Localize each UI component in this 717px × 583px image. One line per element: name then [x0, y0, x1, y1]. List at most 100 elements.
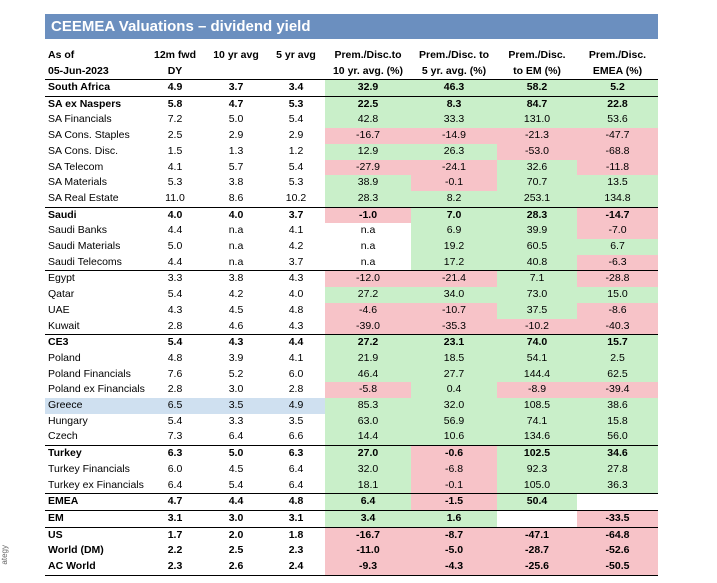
- header-cell: 10 yr avg: [213, 49, 259, 61]
- value-cell: 39.9: [497, 223, 577, 240]
- value-cell: 7.1: [497, 270, 577, 288]
- value-cell: 27.7: [411, 366, 497, 383]
- header-cell: to EM (%): [497, 63, 577, 80]
- value-cell: 18.1: [325, 477, 411, 494]
- value-cell: 3.0: [228, 383, 244, 396]
- row-label: UAE: [48, 303, 70, 316]
- value-cell: -14.7: [577, 206, 658, 224]
- header-row-2: 05-Jun-2023 DY 10 yr. avg. (%) 5 yr. avg…: [45, 63, 658, 80]
- value-cell: 3.3: [145, 270, 205, 288]
- value-cell: -33.5: [577, 509, 658, 528]
- value-cell: 10.2: [285, 191, 307, 204]
- value-cell: 5.0: [228, 113, 244, 126]
- value-cell: 13.5: [577, 175, 658, 191]
- row-label: Greece: [45, 398, 145, 414]
- row-label: AC World: [45, 559, 145, 576]
- value-cell: 62.5: [577, 366, 658, 383]
- value-cell: 32.6: [497, 159, 577, 176]
- table-row: Turkey 6.3 5.0 6.3 27.0 -0.6 102.5 34.6: [45, 445, 658, 462]
- value-cell: 6.4: [288, 478, 304, 491]
- table-row: EMEA 4.7 4.4 4.8 6.4 -1.5 50.4: [45, 493, 658, 511]
- value-cell: 60.5: [497, 239, 577, 255]
- row-label: World (DM): [48, 544, 104, 557]
- value-cell: 4.9: [145, 79, 205, 97]
- value-cell: 134.6: [497, 429, 577, 446]
- value-cell: 6.3: [267, 445, 325, 462]
- row-label: Egypt: [45, 270, 145, 288]
- header-cell: DY: [145, 63, 205, 80]
- value-cell: -12.0: [325, 270, 411, 288]
- header-cell: 5 yr avg: [276, 49, 316, 61]
- value-cell: -5.8: [325, 382, 411, 399]
- table-row: Saudi Telecoms 4.4 n.a 3.7 n.a 17.2 40.8 -6.3: [45, 254, 658, 271]
- value-cell: -64.8: [577, 526, 658, 544]
- value-cell: 4.3: [267, 270, 325, 288]
- value-cell: 134.8: [577, 190, 658, 208]
- value-cell: 40.8: [497, 254, 577, 271]
- table-row: SA Telecom 4.1 5.7 5.4 -27.9 -24.1 32.6 -11.8: [45, 159, 658, 176]
- table-row: EM 3.1 3.0 3.1 3.4 1.6 -33.5: [45, 509, 658, 528]
- value-cell: 3.5: [205, 398, 267, 414]
- header-cell: 5 yr. avg. (%): [411, 63, 497, 80]
- value-cell: 7.6: [167, 367, 183, 380]
- row-label: Hungary: [48, 414, 88, 427]
- value-cell: 23.1: [411, 334, 497, 351]
- value-cell: 42.8: [325, 112, 411, 129]
- header-cell: [205, 63, 267, 80]
- value-cell: 6.4: [228, 430, 244, 443]
- value-cell: n.a: [325, 254, 411, 271]
- value-cell: 4.8: [288, 303, 304, 316]
- value-cell: 4.4: [267, 334, 325, 351]
- value-cell: -8.9: [497, 382, 577, 399]
- header-cell: Prem./Disc.: [588, 49, 647, 61]
- value-cell: -9.3: [325, 559, 411, 576]
- value-cell: 5.8: [145, 95, 205, 113]
- value-cell: 33.3: [411, 112, 497, 129]
- value-cell: -28.8: [577, 270, 658, 288]
- value-cell: -10.2: [497, 318, 577, 335]
- value-cell: 27.2: [325, 287, 411, 303]
- value-cell: 6.9: [411, 223, 497, 240]
- value-cell: -5.0: [411, 543, 497, 560]
- value-cell: 144.4: [497, 366, 577, 383]
- value-cell: 56.9: [411, 413, 497, 430]
- value-cell: 8.6: [228, 191, 244, 204]
- value-cell: 63.0: [325, 413, 411, 430]
- value-cell: 3.4: [325, 509, 411, 528]
- value-cell: 38.9: [325, 175, 411, 191]
- value-cell: -0.1: [411, 477, 497, 494]
- value-cell: 5.3: [267, 95, 325, 113]
- value-cell: -27.9: [325, 159, 411, 176]
- value-cell: 34.0: [411, 287, 497, 303]
- value-cell: -24.1: [411, 159, 497, 176]
- value-cell: 3.7: [267, 206, 325, 224]
- value-cell: n.a: [228, 255, 244, 268]
- table-row: SA Financials 7.2 5.0 5.4 42.8 33.3 131.0 53.6: [45, 112, 658, 129]
- value-cell: -11.8: [577, 159, 658, 176]
- value-cell: 2.3: [145, 559, 205, 576]
- value-cell: 37.5: [497, 302, 577, 319]
- header-cell: Prem./Disc. to: [418, 49, 490, 61]
- value-cell: 3.7: [205, 79, 267, 97]
- value-cell: -4.3: [411, 559, 497, 576]
- value-cell: 15.0: [577, 287, 658, 303]
- header-cell: [267, 63, 325, 80]
- value-cell: 7.3: [167, 430, 183, 443]
- value-cell: 3.3: [228, 414, 244, 427]
- table-row: Kuwait 2.8 4.6 4.3 -39.0 -35.3 -10.2 -40.3: [45, 318, 658, 335]
- value-cell: 11.0: [165, 191, 185, 204]
- value-cell: 46.3: [411, 79, 497, 97]
- value-cell: 4.0: [288, 288, 304, 301]
- table-row: Greece 6.5 3.5 4.9 85.3 32.0 108.5 38.6: [45, 398, 658, 414]
- table-row: Turkey Financials 6.0 4.5 6.4 32.0 -6.8 92.3 27…: [45, 461, 658, 478]
- value-cell: 2.9: [288, 129, 304, 142]
- value-cell: 5.4: [288, 113, 304, 126]
- table-row: Saudi Banks 4.4 n.a 4.1 n.a 6.9 39.9 -7.0: [45, 223, 658, 240]
- value-cell: 7.2: [167, 113, 183, 126]
- value-cell: 2.0: [205, 526, 267, 544]
- header-cell: Prem./Disc.: [508, 49, 566, 61]
- value-cell: n.a: [228, 224, 244, 237]
- row-label: Saudi Materials: [48, 240, 121, 253]
- value-cell: 4.0: [205, 206, 267, 224]
- value-cell: -68.8: [577, 143, 658, 160]
